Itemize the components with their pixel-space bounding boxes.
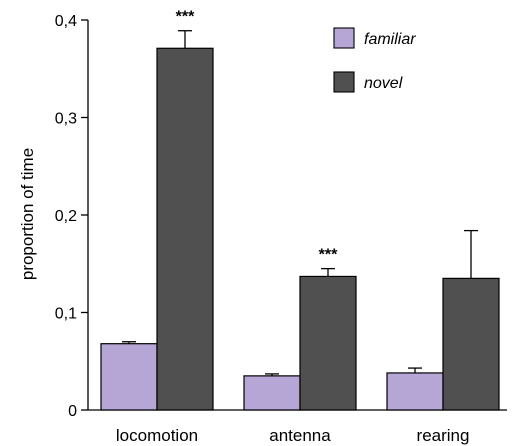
bar-novel-antenna (299, 275, 357, 411)
legend-swatch-familiar (333, 27, 355, 49)
significance-label: *** (176, 9, 195, 26)
x-tick-label: antenna (269, 426, 331, 445)
plot-area: 0 0,1 0,2 0,3 0,4 locomotion antenna rearing ***… (55, 9, 507, 445)
significance-label: *** (319, 247, 338, 264)
y-tick-label: 0,2 (55, 208, 77, 225)
y-tick-label: 0,4 (55, 13, 77, 30)
legend-label-familiar: familiar (364, 31, 416, 48)
bar-familiar-rearing (386, 372, 444, 411)
legend: familiar novel (333, 27, 416, 93)
legend-swatch-novel (333, 71, 355, 93)
x-tick-label: locomotion (116, 426, 198, 445)
y-tick-label: 0,1 (55, 306, 77, 323)
bar-novel-locomotion (156, 47, 214, 411)
y-tick-label: 0 (68, 403, 77, 420)
x-tick-label: rearing (417, 426, 470, 445)
legend-label-novel: novel (364, 75, 403, 92)
y-tick-label: 0,3 (55, 111, 77, 128)
bar-familiar-antenna (243, 375, 301, 411)
y-axis-label: proportion of time (18, 148, 37, 280)
bar-familiar-locomotion (100, 343, 158, 411)
bar-novel-rearing (442, 277, 500, 411)
